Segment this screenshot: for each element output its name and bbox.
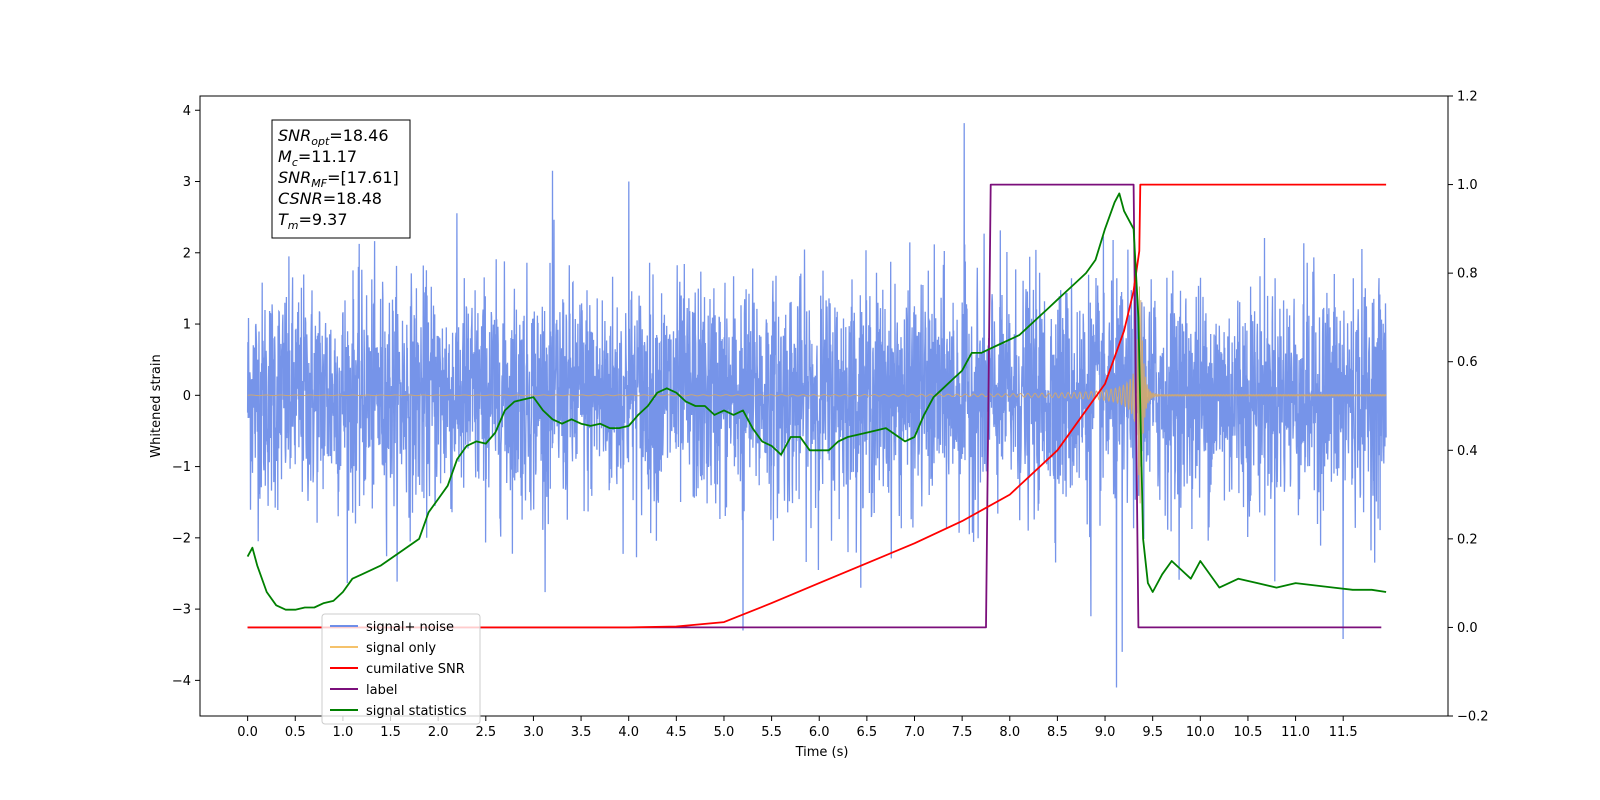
legend-label: signal only: [366, 641, 436, 656]
y2-tick-label: 0.4: [1457, 444, 1478, 459]
x-tick-label: 6.5: [857, 725, 878, 740]
annotation-symbol: M: [278, 147, 292, 166]
legend-label: label: [366, 683, 397, 698]
y2-tick-label: 1.2: [1457, 90, 1478, 105]
annotation-subscript: m: [288, 219, 299, 232]
x-tick-label: 8.0: [999, 725, 1020, 740]
x-tick-label: 4.5: [666, 725, 687, 740]
y-tick-label: −2: [172, 531, 191, 546]
legend-label: signal statistics: [366, 704, 467, 719]
x-tick-label: 5.5: [761, 725, 782, 740]
annotation-line: Tm=9.37: [278, 210, 348, 232]
annotation-symbol: T: [278, 210, 289, 229]
y-axis-label: Whitened strain: [149, 354, 164, 457]
x-tick-label: 1.5: [380, 725, 401, 740]
y-tick-label: −3: [172, 603, 191, 618]
y-tick-label: 4: [183, 104, 191, 119]
series-signal-statistics-line: [246, 192, 1387, 611]
x-tick-label: 10.0: [1186, 725, 1215, 740]
x-tick-label: 9.5: [1142, 725, 1163, 740]
annotation-value: =11.17: [298, 147, 357, 166]
legend: signal+ noise signal only cumilative SNR la…: [321, 613, 481, 725]
x-tick-label: 7.5: [952, 725, 973, 740]
y-tick-label: 0: [183, 389, 191, 404]
annotation-symbol: SNR: [278, 168, 311, 187]
annotation-frame: [271, 119, 411, 239]
x-tick-label: 3.5: [571, 725, 592, 740]
x-tick-label: 7.0: [904, 725, 925, 740]
y-tick-label: 3: [183, 175, 191, 190]
annotation-value: =9.37: [299, 210, 348, 229]
legend-label: cumilative SNR: [366, 662, 465, 677]
data-layer: [246, 123, 1387, 688]
axes-layer: 0.0 0.5 1.0 1.5 2.0 2.5 3.0 3.5 4.0 4.5 5.0 5.5 6.0 6…: [172, 90, 1489, 741]
y-tick-label: 1: [183, 318, 191, 333]
legend-label: signal+ noise: [366, 620, 454, 635]
x-tick-label: 0.5: [285, 725, 306, 740]
annotation-line: Mc=11.17: [278, 147, 357, 169]
annotation-subscript: c: [292, 156, 298, 169]
y2-tick-label: 0.6: [1457, 355, 1478, 370]
y-tick-label: −1: [172, 460, 191, 475]
x-tick-label: 1.0: [333, 725, 354, 740]
y2-tick-label: 0.0: [1457, 621, 1478, 636]
y-tick-label: −4: [172, 674, 191, 689]
y2-tick-label: 0.8: [1457, 267, 1478, 282]
y2-tick-label: 1.0: [1457, 178, 1478, 193]
annotation-subscript: MF: [311, 177, 327, 190]
y2-tick-label: −0.2: [1457, 710, 1489, 725]
x-tick-label: 3.0: [523, 725, 544, 740]
annotation-line: SNRopt=18.46: [278, 126, 389, 148]
x-tick-label: 4.0: [618, 725, 639, 740]
series-signal-only-line: [247, 286, 1387, 504]
x-tick-label: 0.0: [237, 725, 258, 740]
annotation-symbol: CSNR: [278, 189, 323, 208]
annotation-box: SNRopt=18.46Mc=11.17SNRMF=[17.61]CSNR=18…: [271, 119, 411, 239]
series-label-line: [247, 183, 1382, 629]
x-tick-label: 5.0: [714, 725, 735, 740]
plot-frame: [199, 95, 1449, 717]
y-tick-label: 2: [183, 246, 191, 261]
annotation-symbol: SNR: [278, 126, 311, 145]
x-tick-label: 10.5: [1233, 725, 1262, 740]
x-tick-label: 11.5: [1329, 725, 1358, 740]
annotation-value: =[17.61]: [327, 168, 399, 187]
x-tick-label: 6.0: [809, 725, 830, 740]
series-signal-noise-line: [246, 123, 1387, 688]
legend-frame: [321, 613, 481, 725]
annotation-value: =18.46: [329, 126, 388, 145]
x-tick-label: 9.0: [1095, 725, 1116, 740]
annotation-line: SNRMF=[17.61]: [278, 168, 399, 190]
x-axis-label: Time (s): [795, 745, 849, 760]
x-tick-label: 2.0: [428, 725, 449, 740]
x-tick-label: 2.5: [475, 725, 496, 740]
annotation-line: CSNR=18.48: [278, 189, 382, 208]
y2-tick-label: 0.2: [1457, 532, 1478, 547]
annotation-value: =18.48: [323, 189, 382, 208]
annotation-subscript: opt: [311, 135, 330, 148]
x-tick-label: 8.5: [1047, 725, 1068, 740]
x-tick-label: 11.0: [1281, 725, 1310, 740]
